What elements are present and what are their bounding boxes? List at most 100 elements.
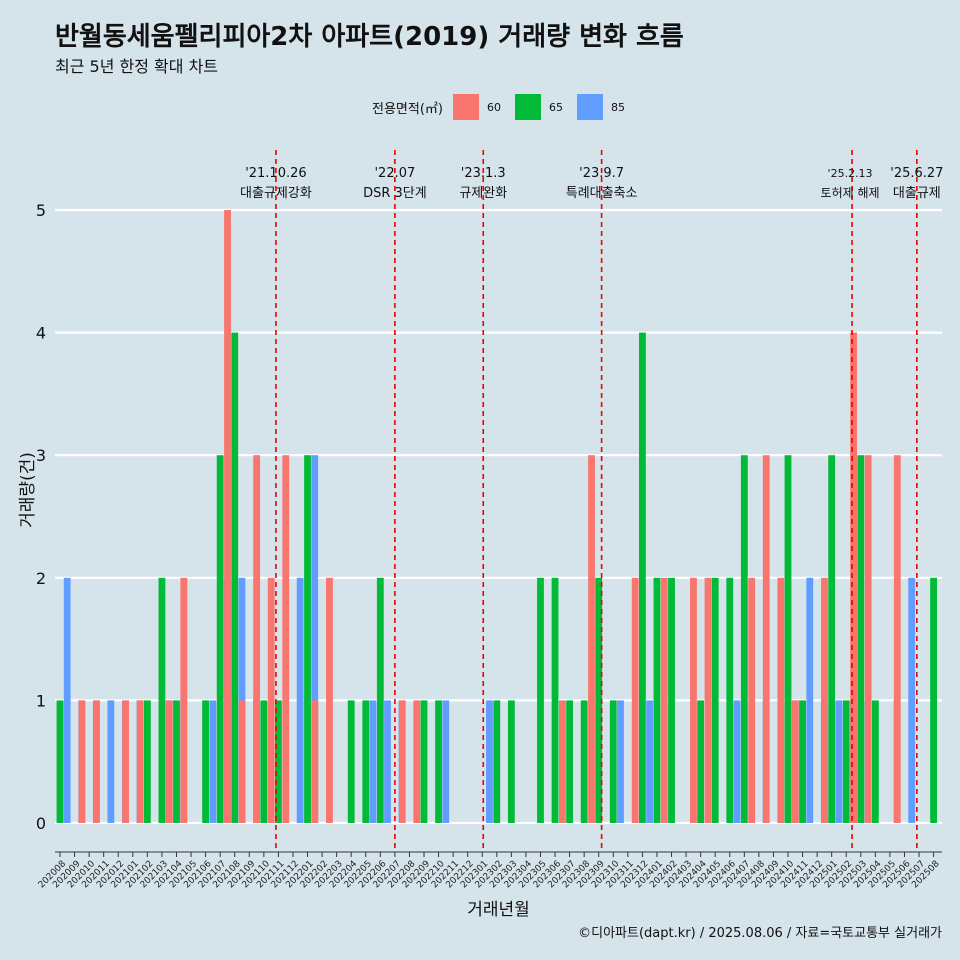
bar-60 [122, 700, 129, 823]
bar-65 [580, 700, 588, 823]
bar-85 [311, 455, 319, 823]
bar-60 [180, 577, 188, 823]
bar-85 [486, 700, 493, 823]
bar-85 [63, 577, 71, 823]
event-text-label: 대출규제강화 [240, 186, 312, 201]
event-date-label: '22.07 [374, 166, 415, 181]
legend-label-65: 65 [548, 100, 563, 114]
bar-60 [762, 455, 770, 823]
bar-65 [158, 577, 166, 823]
bar-60 [267, 577, 275, 823]
legend-label-85: 85 [610, 100, 625, 114]
bar-65 [930, 577, 937, 823]
bar-60 [413, 700, 421, 823]
bar-65 [260, 700, 268, 823]
y-tick-label: 4 [36, 324, 46, 343]
source-caption: ©디아파트(dapt.kr) / 2025.08.06 / 자료=국토교통부 실… [578, 926, 942, 941]
y-tick-label: 3 [36, 446, 46, 465]
bar-60 [631, 577, 639, 823]
bar-65 [668, 577, 675, 823]
event-text-label: DSR 3단계 [363, 186, 427, 201]
chart-subtitle: 최근 5년 한정 확대 차트 [55, 57, 219, 76]
bar-85 [908, 577, 916, 823]
y-tick-label: 5 [36, 201, 46, 220]
bar-60 [311, 700, 319, 823]
bar-65 [304, 455, 311, 823]
bar-65 [799, 700, 806, 823]
bar-65 [275, 700, 282, 823]
bar-65 [595, 577, 603, 823]
bar-65 [784, 455, 792, 823]
bar-85 [442, 700, 450, 823]
event-text-label: 규제완화 [459, 186, 507, 201]
bar-65 [566, 700, 573, 823]
bar-85 [646, 700, 653, 823]
event-date-label: '23.1.3 [461, 166, 506, 181]
bar-65 [551, 577, 559, 823]
bar-65 [420, 700, 428, 823]
bar-65 [347, 700, 355, 823]
bar-85 [369, 700, 377, 823]
chart-title: 반월동세움펠리피아2차 아파트(2019) 거래량 변화 흐름 [55, 22, 684, 52]
bar-60 [704, 577, 712, 823]
bar-60 [326, 577, 333, 823]
bar-85 [733, 700, 741, 823]
legend-key-85 [576, 94, 603, 120]
y-tick-label: 1 [36, 691, 46, 710]
bar-60 [282, 455, 290, 823]
legend-title: 전용면적(㎡) [372, 101, 443, 117]
bar-65 [435, 700, 442, 823]
bar-60 [821, 577, 828, 823]
bar-60 [93, 700, 100, 823]
event-text-label: 특례대출축소 [566, 186, 638, 201]
bar-65 [828, 455, 836, 823]
bar-85 [107, 700, 115, 823]
x-axis-title: 거래년월 [467, 900, 530, 920]
bar-65 [842, 700, 850, 823]
bar-60 [224, 210, 231, 823]
bar-65 [173, 700, 180, 823]
bar-60 [398, 700, 406, 823]
y-tick-label: 0 [36, 814, 46, 833]
bar-65 [871, 700, 879, 823]
bar-65 [857, 455, 865, 823]
bar-85 [617, 700, 624, 823]
bar-60 [253, 455, 261, 823]
legend-key-60 [452, 94, 479, 120]
bar-60 [850, 332, 857, 823]
bar-60 [864, 455, 872, 823]
legend-key-65 [514, 94, 541, 120]
bar-60 [777, 577, 785, 823]
legend-label-60: 60 [486, 100, 501, 114]
bar-60 [136, 700, 144, 823]
bar-60 [690, 577, 697, 823]
bar-65 [639, 332, 646, 823]
bar-65 [609, 700, 617, 823]
bar-60 [165, 700, 173, 823]
bar-65 [362, 700, 370, 823]
bar-60 [238, 700, 246, 823]
bar-65 [216, 455, 224, 823]
event-text-label: 대출규제 [893, 186, 941, 201]
bar-65 [697, 700, 705, 823]
bar-85 [384, 700, 391, 823]
legend: 전용면적(㎡) 60 65 85 [372, 93, 639, 121]
bar-85 [296, 577, 304, 823]
bar-65 [143, 700, 151, 823]
event-date-label: '25.6.27 [890, 166, 943, 181]
bar-85 [209, 700, 217, 823]
bar-65 [653, 577, 661, 823]
bar-65 [507, 700, 515, 823]
bar-65 [740, 455, 748, 823]
bar-60 [588, 455, 595, 823]
bar-65 [231, 332, 239, 823]
bar-85 [806, 577, 814, 823]
bar-65 [202, 700, 209, 823]
bar-65 [56, 700, 64, 823]
bar-65 [376, 577, 384, 823]
event-date-label: '21.10.26 [245, 166, 306, 181]
event-date-label: '25.2.13 [828, 167, 873, 180]
bar-65 [726, 577, 734, 823]
